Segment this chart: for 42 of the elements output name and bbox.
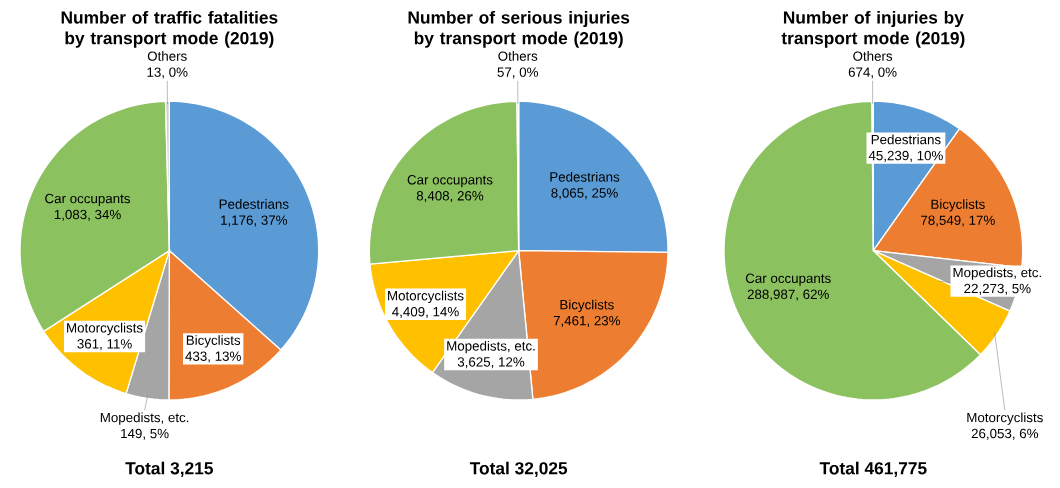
data-label: 674, 0% — [848, 67, 897, 79]
data-label: 57, 0% — [497, 67, 539, 79]
slice-label: Pedestrians — [219, 199, 289, 209]
slice-label: Pedestrians — [550, 171, 620, 182]
slice-label: Bicyclists — [186, 335, 241, 348]
slice-label: Bicyclists — [560, 299, 614, 313]
slice-label: Mopedists, etc. — [953, 267, 1041, 280]
data-label: 433, 13% — [185, 351, 241, 363]
data-label: 149, 5% — [121, 428, 169, 440]
slice-label: Car occupants — [45, 193, 131, 206]
slice-label: Bicyclists — [931, 199, 985, 212]
slice-label: Motorcyclists — [388, 290, 464, 304]
slice-label: Mopedists, etc. — [447, 340, 535, 354]
data-label: 361, 11% — [77, 339, 132, 351]
slice-label: Others — [147, 51, 187, 61]
text: Total 3,215 — [125, 461, 214, 477]
text: Total 32,025 — [469, 461, 568, 477]
chart-title: Number of traffic fatalities by transport mode (2019) — [61, 10, 278, 48]
data-label: 1,176, 37% — [221, 215, 288, 227]
text: Total 461,775 — [819, 461, 927, 477]
slice-label: Car occupants — [745, 273, 831, 286]
chart-title: Number of injuries by transport mode (2019) — [781, 10, 965, 48]
slice-label: Pedestrians — [871, 134, 941, 145]
slice-label: Motorcyclists — [967, 412, 1043, 425]
data-label: 22,273, 5% — [964, 283, 1031, 295]
data-label: 45,239, 10% — [868, 150, 943, 162]
data-label: 3,625, 12% — [457, 357, 525, 369]
data-label: 8,065, 25% — [551, 188, 618, 200]
slice-label: Others — [853, 51, 893, 61]
slice-label: Others — [498, 51, 538, 61]
data-label: 288,987, 62% — [747, 289, 829, 301]
data-label: 13, 0% — [147, 67, 188, 79]
data-label: 7,461, 23% — [553, 315, 621, 327]
data-label: 26,053, 6% — [971, 428, 1039, 440]
data-label: 4,409, 14% — [392, 306, 459, 318]
slice-label: Mopedists, etc. — [100, 412, 189, 425]
data-label: 78,549, 17% — [921, 215, 995, 227]
slice-label: Car occupants — [407, 175, 493, 188]
data-label: 8,408, 26% — [416, 191, 484, 203]
slice-label: Motorcyclists — [67, 322, 143, 336]
chart-title: Number of serious injuries by transport mode (2019) — [408, 10, 630, 48]
data-label: 1,083, 34% — [54, 209, 121, 221]
